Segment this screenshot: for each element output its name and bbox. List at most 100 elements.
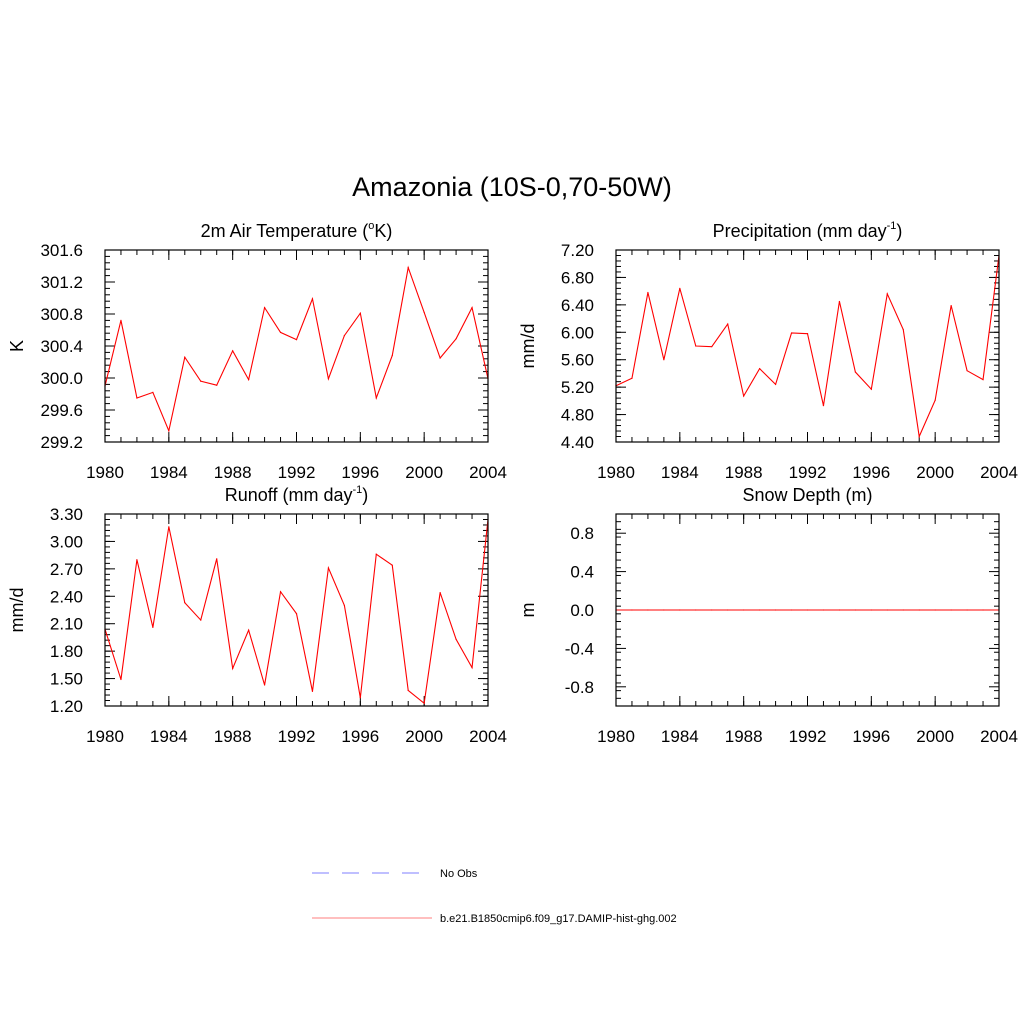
data-point bbox=[774, 383, 777, 385]
y-tick-label: -0.4 bbox=[565, 639, 594, 658]
x-tick-label: 2004 bbox=[980, 463, 1018, 482]
data-point bbox=[711, 346, 713, 348]
data-point bbox=[391, 564, 393, 566]
data-point bbox=[838, 609, 841, 611]
y-tick-label: -0.8 bbox=[565, 678, 594, 697]
data-point bbox=[854, 609, 856, 611]
data-point bbox=[423, 311, 425, 313]
panel-snow-depth: Snow Depth (m) m 1980 1984 1988 1992 1996 2000 2… bbox=[518, 485, 1018, 746]
y-tick-label: 1.50 bbox=[50, 670, 83, 689]
data-point bbox=[663, 609, 665, 611]
data-point bbox=[774, 609, 777, 611]
data-point bbox=[822, 609, 825, 611]
data-point bbox=[295, 339, 298, 341]
data-point bbox=[407, 267, 409, 269]
y-tick-label: 3.30 bbox=[50, 505, 83, 524]
data-point bbox=[886, 609, 888, 611]
data-point bbox=[391, 355, 393, 357]
x-tick-label: 1984 bbox=[661, 463, 699, 482]
data-point bbox=[439, 357, 441, 359]
data-point bbox=[695, 609, 697, 611]
ylabel-runoff: mm/d bbox=[7, 588, 27, 633]
y-tick-label: 3.00 bbox=[50, 532, 83, 551]
panel-air-temperature: 2m Air Temperature (oK) K 1980 1984 1988 1992… bbox=[7, 220, 507, 482]
x-tick-label: 2000 bbox=[405, 463, 443, 482]
data-point bbox=[248, 629, 250, 631]
data-point bbox=[248, 379, 250, 381]
data-point bbox=[375, 553, 377, 555]
data-point bbox=[647, 291, 649, 294]
data-point bbox=[902, 328, 904, 331]
x-tick-label: 1988 bbox=[214, 727, 252, 746]
data-point bbox=[471, 307, 473, 309]
data-point bbox=[679, 609, 681, 611]
data-point bbox=[120, 319, 122, 321]
data-point bbox=[343, 604, 345, 607]
y-tick-label: 0.8 bbox=[570, 524, 594, 543]
plot-frame bbox=[615, 513, 1000, 707]
x-tick-label: 1996 bbox=[341, 727, 379, 746]
data-point bbox=[455, 638, 457, 640]
legend-label-no-obs: No Obs bbox=[440, 868, 478, 880]
y-tick-label: 300.8 bbox=[40, 305, 83, 324]
ylabel-snow-depth: m bbox=[518, 603, 538, 618]
data-point bbox=[168, 526, 170, 528]
data-point bbox=[359, 697, 361, 699]
x-tick-label: 1996 bbox=[852, 727, 890, 746]
data-point bbox=[263, 307, 266, 309]
x-tick-label: 2000 bbox=[405, 727, 443, 746]
data-point bbox=[727, 323, 729, 325]
data-point bbox=[806, 333, 809, 335]
x-tick-label: 2004 bbox=[469, 463, 507, 482]
data-point bbox=[311, 298, 314, 300]
data-point bbox=[966, 370, 968, 372]
series-line-air-temperature bbox=[104, 265, 489, 433]
data-point bbox=[695, 345, 697, 347]
data-point bbox=[743, 395, 745, 397]
data-point bbox=[343, 335, 345, 337]
y-tick-label: 4.80 bbox=[561, 406, 594, 425]
data-point bbox=[918, 435, 920, 438]
y-tick-label: 5.20 bbox=[561, 378, 594, 397]
data-point bbox=[136, 397, 138, 399]
legend-label-model: b.e21.B1850cmip6.f09_g17.DAMIP-hist-ghg.… bbox=[440, 913, 677, 925]
data-point bbox=[279, 591, 282, 593]
panel-title-precipitation: Precipitation (mm day-1) bbox=[713, 220, 903, 241]
data-point bbox=[279, 331, 282, 333]
data-point bbox=[471, 667, 473, 669]
x-tick-label: 1988 bbox=[725, 463, 763, 482]
data-point bbox=[200, 619, 202, 621]
x-tick-label: 1992 bbox=[789, 463, 827, 482]
data-point bbox=[216, 558, 218, 560]
x-tick-label: 1980 bbox=[597, 727, 635, 746]
data-point bbox=[631, 609, 633, 611]
data-point bbox=[679, 287, 681, 289]
panel-runoff: Runoff (mm day-1) mm/d 1980 1984 1988 1992 199… bbox=[7, 484, 507, 746]
data-point bbox=[407, 689, 409, 692]
data-point bbox=[455, 338, 457, 340]
data-point bbox=[263, 684, 266, 686]
data-point bbox=[232, 667, 234, 670]
data-point bbox=[822, 405, 825, 407]
data-point bbox=[934, 399, 936, 401]
y-tick-label: 0.4 bbox=[570, 563, 594, 582]
data-point bbox=[759, 368, 761, 370]
plot-frame bbox=[104, 513, 489, 707]
data-point bbox=[184, 602, 186, 604]
x-tick-label: 1980 bbox=[86, 727, 124, 746]
panel-title-snow-depth: Snow Depth (m) bbox=[742, 485, 872, 505]
data-point bbox=[327, 567, 330, 569]
data-point bbox=[790, 609, 793, 611]
y-tick-label: 2.70 bbox=[50, 560, 83, 579]
x-tick-label: 2000 bbox=[916, 463, 954, 482]
data-point bbox=[375, 397, 377, 399]
data-point bbox=[727, 609, 729, 611]
y-tick-label: 301.2 bbox=[40, 273, 83, 292]
data-point bbox=[886, 293, 888, 295]
data-point bbox=[439, 592, 441, 594]
data-point bbox=[184, 356, 186, 358]
data-point bbox=[152, 626, 154, 628]
data-point bbox=[311, 690, 314, 692]
y-tick-label: 300.4 bbox=[40, 337, 83, 356]
data-point bbox=[870, 609, 872, 611]
